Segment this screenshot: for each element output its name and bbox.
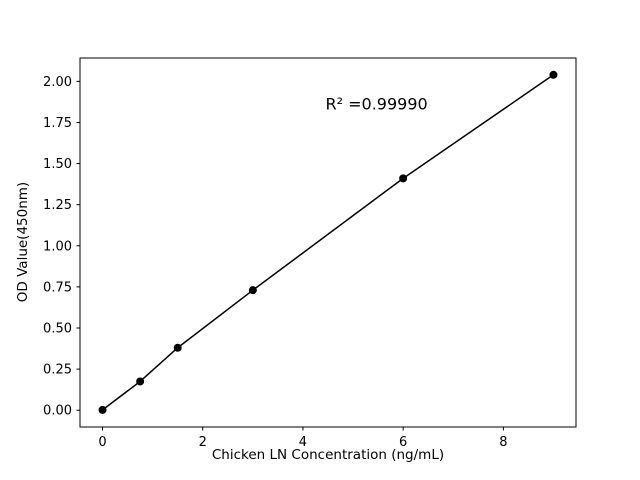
- axes-spines: [79, 57, 577, 428]
- data-point-marker: [98, 405, 107, 414]
- r-squared-annotation: R² =0.99990: [325, 94, 427, 113]
- y-tick-label: 1.25: [43, 198, 72, 213]
- data-point-marker: [136, 377, 145, 386]
- y-tick-label: 0.75: [43, 280, 72, 295]
- x-axis-label: Chicken LN Concentration (ng/mL): [212, 447, 444, 463]
- y-tick-label: 0.00: [43, 404, 72, 419]
- data-point-marker: [399, 174, 408, 183]
- data-point-marker: [173, 343, 182, 352]
- plot-area: 0 2 4 6 8 0.00 0.25 0.50 0.75 1.00 1.25 1.50 1.75 2.0…: [43, 57, 577, 450]
- y-tick-label: 0.25: [43, 363, 72, 378]
- y-tick-label: 1.75: [43, 116, 72, 131]
- y-axis-label: OD Value(450nm): [15, 182, 31, 302]
- data-point-marker: [549, 70, 558, 79]
- standard-curve-line: [101, 74, 555, 411]
- y-tick-label: 1.00: [43, 239, 72, 254]
- x-tick-label: 2: [199, 435, 207, 450]
- data-point-marker: [248, 286, 257, 295]
- y-tick-label: 1.50: [43, 157, 72, 172]
- x-tick-label: 0: [98, 435, 106, 450]
- y-tick-label: 0.50: [43, 322, 72, 337]
- y-tick-label: 2.00: [43, 75, 72, 90]
- x-tick-label: 6: [399, 435, 407, 450]
- x-tick-label: 4: [299, 435, 307, 450]
- x-tick-label: 8: [499, 435, 507, 450]
